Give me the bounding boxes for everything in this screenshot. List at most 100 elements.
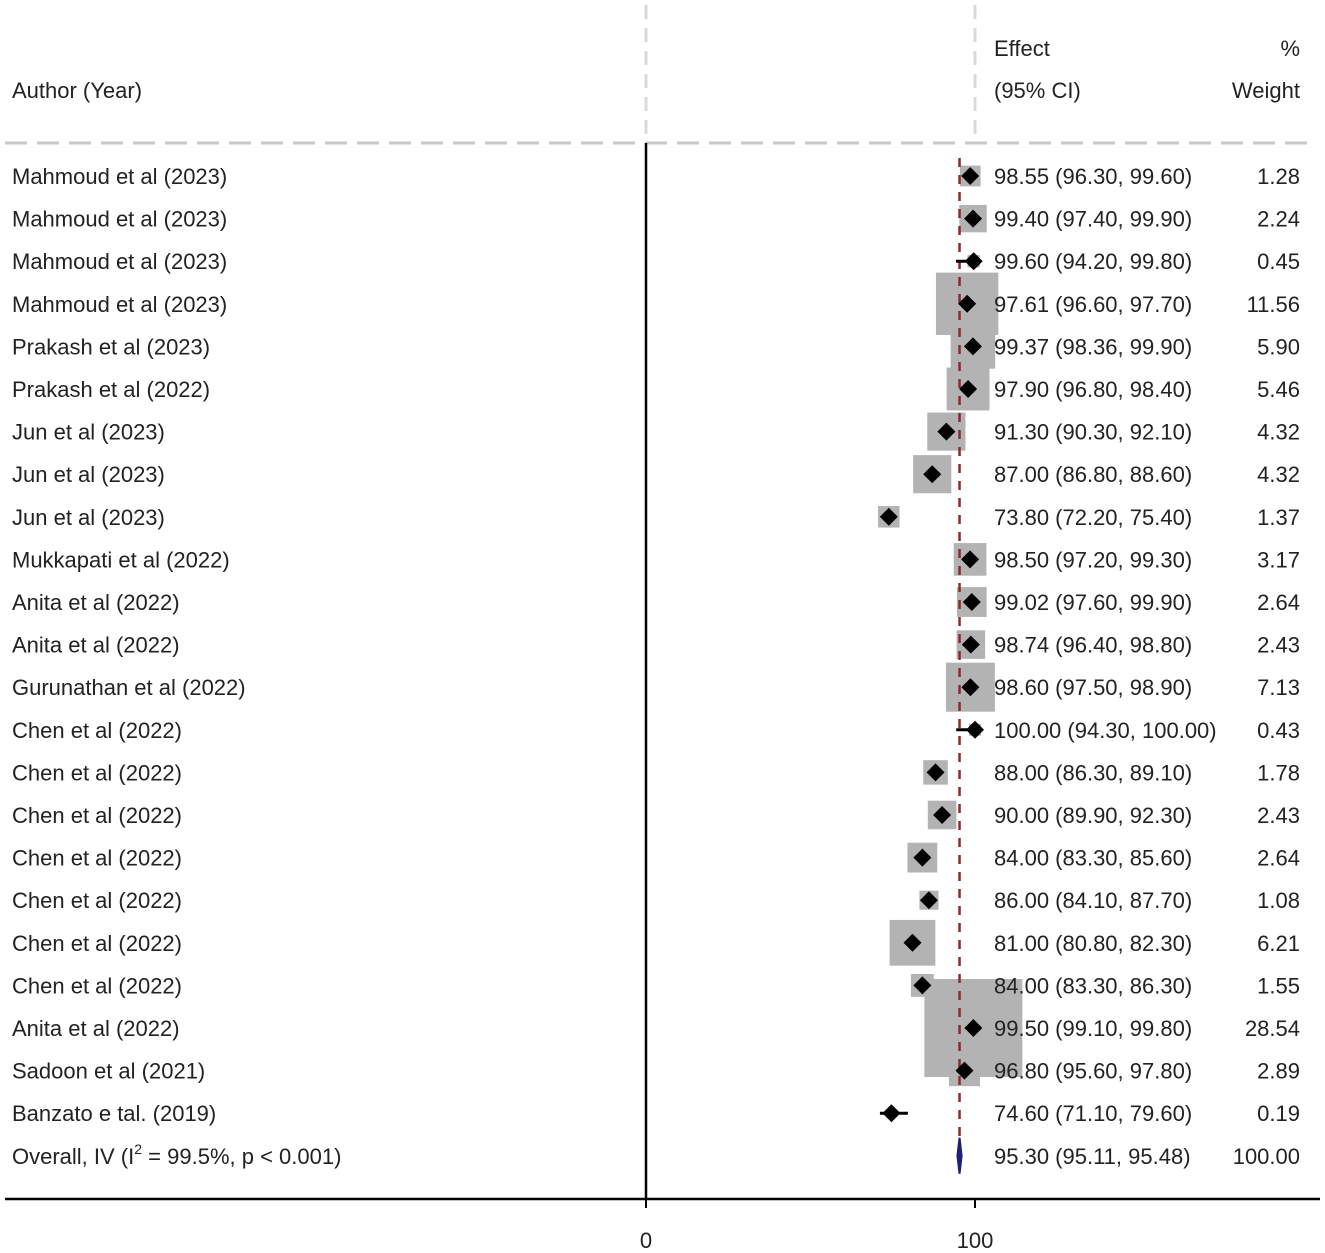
- study-point-marker: [964, 209, 983, 228]
- study-point-marker: [913, 848, 932, 867]
- study-ci-text: 97.61 (96.60, 97.70): [994, 292, 1192, 317]
- header-percent-label: %: [1280, 36, 1300, 61]
- study-point-marker: [903, 933, 922, 952]
- study-ci-text: 98.74 (96.40, 98.80): [994, 633, 1192, 658]
- study-point-marker: [879, 507, 898, 526]
- study-label: Chen et al (2022): [12, 760, 182, 785]
- study-ci-text: 74.60 (71.10, 79.60): [994, 1101, 1192, 1126]
- study-label: Chen et al (2022): [12, 931, 182, 956]
- overall-label: Overall, IV (I2 = 99.5%, p < 0.001): [12, 1141, 341, 1169]
- study-ci-text: 84.00 (83.30, 86.30): [994, 973, 1192, 998]
- study-label: Jun et al (2023): [12, 505, 165, 530]
- study-weight-text: 28.54: [1245, 1016, 1300, 1041]
- study-point-marker: [962, 593, 981, 611]
- header-effect-label: Effect: [994, 36, 1050, 61]
- x-tick-label: 0: [640, 1228, 652, 1253]
- study-ci-text: 99.50 (99.10, 99.80): [994, 1016, 1192, 1041]
- study-point-marker: [926, 763, 945, 782]
- study-weight-text: 4.32: [1257, 420, 1300, 445]
- study-point-marker: [964, 252, 983, 271]
- marks-layer: [878, 158, 1023, 1174]
- study-weight-text: 1.37: [1257, 505, 1300, 530]
- study-weight-text: 1.08: [1257, 888, 1300, 913]
- study-point-marker: [955, 1061, 974, 1080]
- study-ci-text: 88.00 (86.30, 89.10): [994, 760, 1192, 785]
- header-author-label: Author (Year): [12, 78, 142, 103]
- study-point-marker: [958, 294, 977, 313]
- study-ci-text: 100.00 (94.30, 100.00): [994, 718, 1217, 743]
- study-label: Mahmoud et al (2023): [12, 249, 227, 274]
- study-ci-text: 98.50 (97.20, 99.30): [994, 547, 1192, 572]
- study-ci-text: 87.00 (86.80, 88.60): [994, 462, 1192, 487]
- study-label: Prakash et al (2023): [12, 334, 210, 359]
- study-point-marker: [882, 1104, 901, 1123]
- study-label: Anita et al (2022): [12, 590, 180, 615]
- study-point-marker: [963, 337, 982, 356]
- study-ci-text: 99.02 (97.60, 99.90): [994, 590, 1192, 615]
- axis-layer: 0 100: [5, 143, 1320, 1253]
- study-weight-text: 0.45: [1257, 249, 1300, 274]
- study-weight-text: 0.19: [1257, 1101, 1300, 1126]
- study-label: Chen et al (2022): [12, 718, 182, 743]
- study-weight-text: 1.28: [1257, 164, 1300, 189]
- study-ci-text: 97.90 (96.80, 98.40): [994, 377, 1192, 402]
- study-ci-text: 81.00 (80.80, 82.30): [994, 931, 1192, 956]
- study-label: Anita et al (2022): [12, 1016, 180, 1041]
- study-label: Banzato e tal. (2019): [12, 1101, 216, 1126]
- study-label: Mahmoud et al (2023): [12, 164, 227, 189]
- study-label: Mahmoud et al (2023): [12, 292, 227, 317]
- study-weight-text: 6.21: [1257, 931, 1300, 956]
- study-weight-text: 2.43: [1257, 633, 1300, 658]
- study-weight-text: 2.64: [1257, 590, 1300, 615]
- study-ci-text: 99.40 (97.40, 99.90): [994, 207, 1192, 232]
- header-weight-label: Weight: [1232, 78, 1300, 103]
- study-point-marker: [923, 465, 942, 484]
- study-point-marker: [933, 806, 952, 824]
- study-weight-text: 3.17: [1257, 547, 1300, 572]
- overall-weight-text: 100.00: [1233, 1144, 1300, 1169]
- study-weight-text: 7.13: [1257, 675, 1300, 700]
- study-ci-text: 73.80 (72.20, 75.40): [994, 505, 1192, 530]
- overall-diamond: [956, 1137, 963, 1174]
- study-weight-text: 5.46: [1257, 377, 1300, 402]
- study-label: Mahmoud et al (2023): [12, 207, 227, 232]
- study-ci-text: 98.55 (96.30, 99.60): [994, 164, 1192, 189]
- study-ci-text: 90.00 (89.90, 92.30): [994, 803, 1192, 828]
- study-label: Chen et al (2022): [12, 803, 182, 828]
- study-weight-text: 2.43: [1257, 803, 1300, 828]
- study-point-marker: [961, 167, 980, 185]
- study-point-marker: [913, 976, 932, 995]
- study-label: Anita et al (2022): [12, 633, 180, 658]
- study-point-marker: [966, 720, 984, 739]
- study-ci-text: 84.00 (83.30, 85.60): [994, 846, 1192, 871]
- study-ci-text: 99.37 (98.36, 99.90): [994, 334, 1192, 359]
- study-ci-text: 99.60 (94.20, 99.80): [994, 249, 1192, 274]
- study-point-marker: [961, 635, 980, 654]
- study-label: Chen et al (2022): [12, 888, 182, 913]
- study-label: Prakash et al (2022): [12, 377, 210, 402]
- study-label: Mukkapati et al (2022): [12, 547, 230, 572]
- study-ci-text: 91.30 (90.30, 92.10): [994, 420, 1192, 445]
- study-weight-text: 1.55: [1257, 973, 1300, 998]
- study-weight-text: 5.90: [1257, 334, 1300, 359]
- study-point-marker: [937, 422, 956, 441]
- study-point-marker: [959, 380, 978, 398]
- overall-ci-text: 95.30 (95.11, 95.48): [994, 1144, 1191, 1169]
- study-weight-text: 2.64: [1257, 846, 1300, 871]
- study-point-marker: [961, 550, 980, 569]
- study-label: Chen et al (2022): [12, 846, 182, 871]
- study-point-marker: [961, 678, 980, 697]
- study-weight-text: 0.43: [1257, 718, 1300, 743]
- grid-layer: [5, 5, 1310, 145]
- study-label: Gurunathan et al (2022): [12, 675, 246, 700]
- header-ci-label: (95% CI): [994, 78, 1081, 103]
- study-ci-text: 86.00 (84.10, 87.70): [994, 888, 1192, 913]
- study-weight-text: 4.32: [1257, 462, 1300, 487]
- x-tick-label: 100: [957, 1228, 994, 1253]
- study-point-marker: [964, 1019, 983, 1037]
- study-label: Jun et al (2023): [12, 462, 165, 487]
- study-label: Sadoon et al (2021): [12, 1059, 205, 1084]
- study-weight-text: 2.24: [1257, 207, 1300, 232]
- study-weight-text: 2.89: [1257, 1059, 1300, 1084]
